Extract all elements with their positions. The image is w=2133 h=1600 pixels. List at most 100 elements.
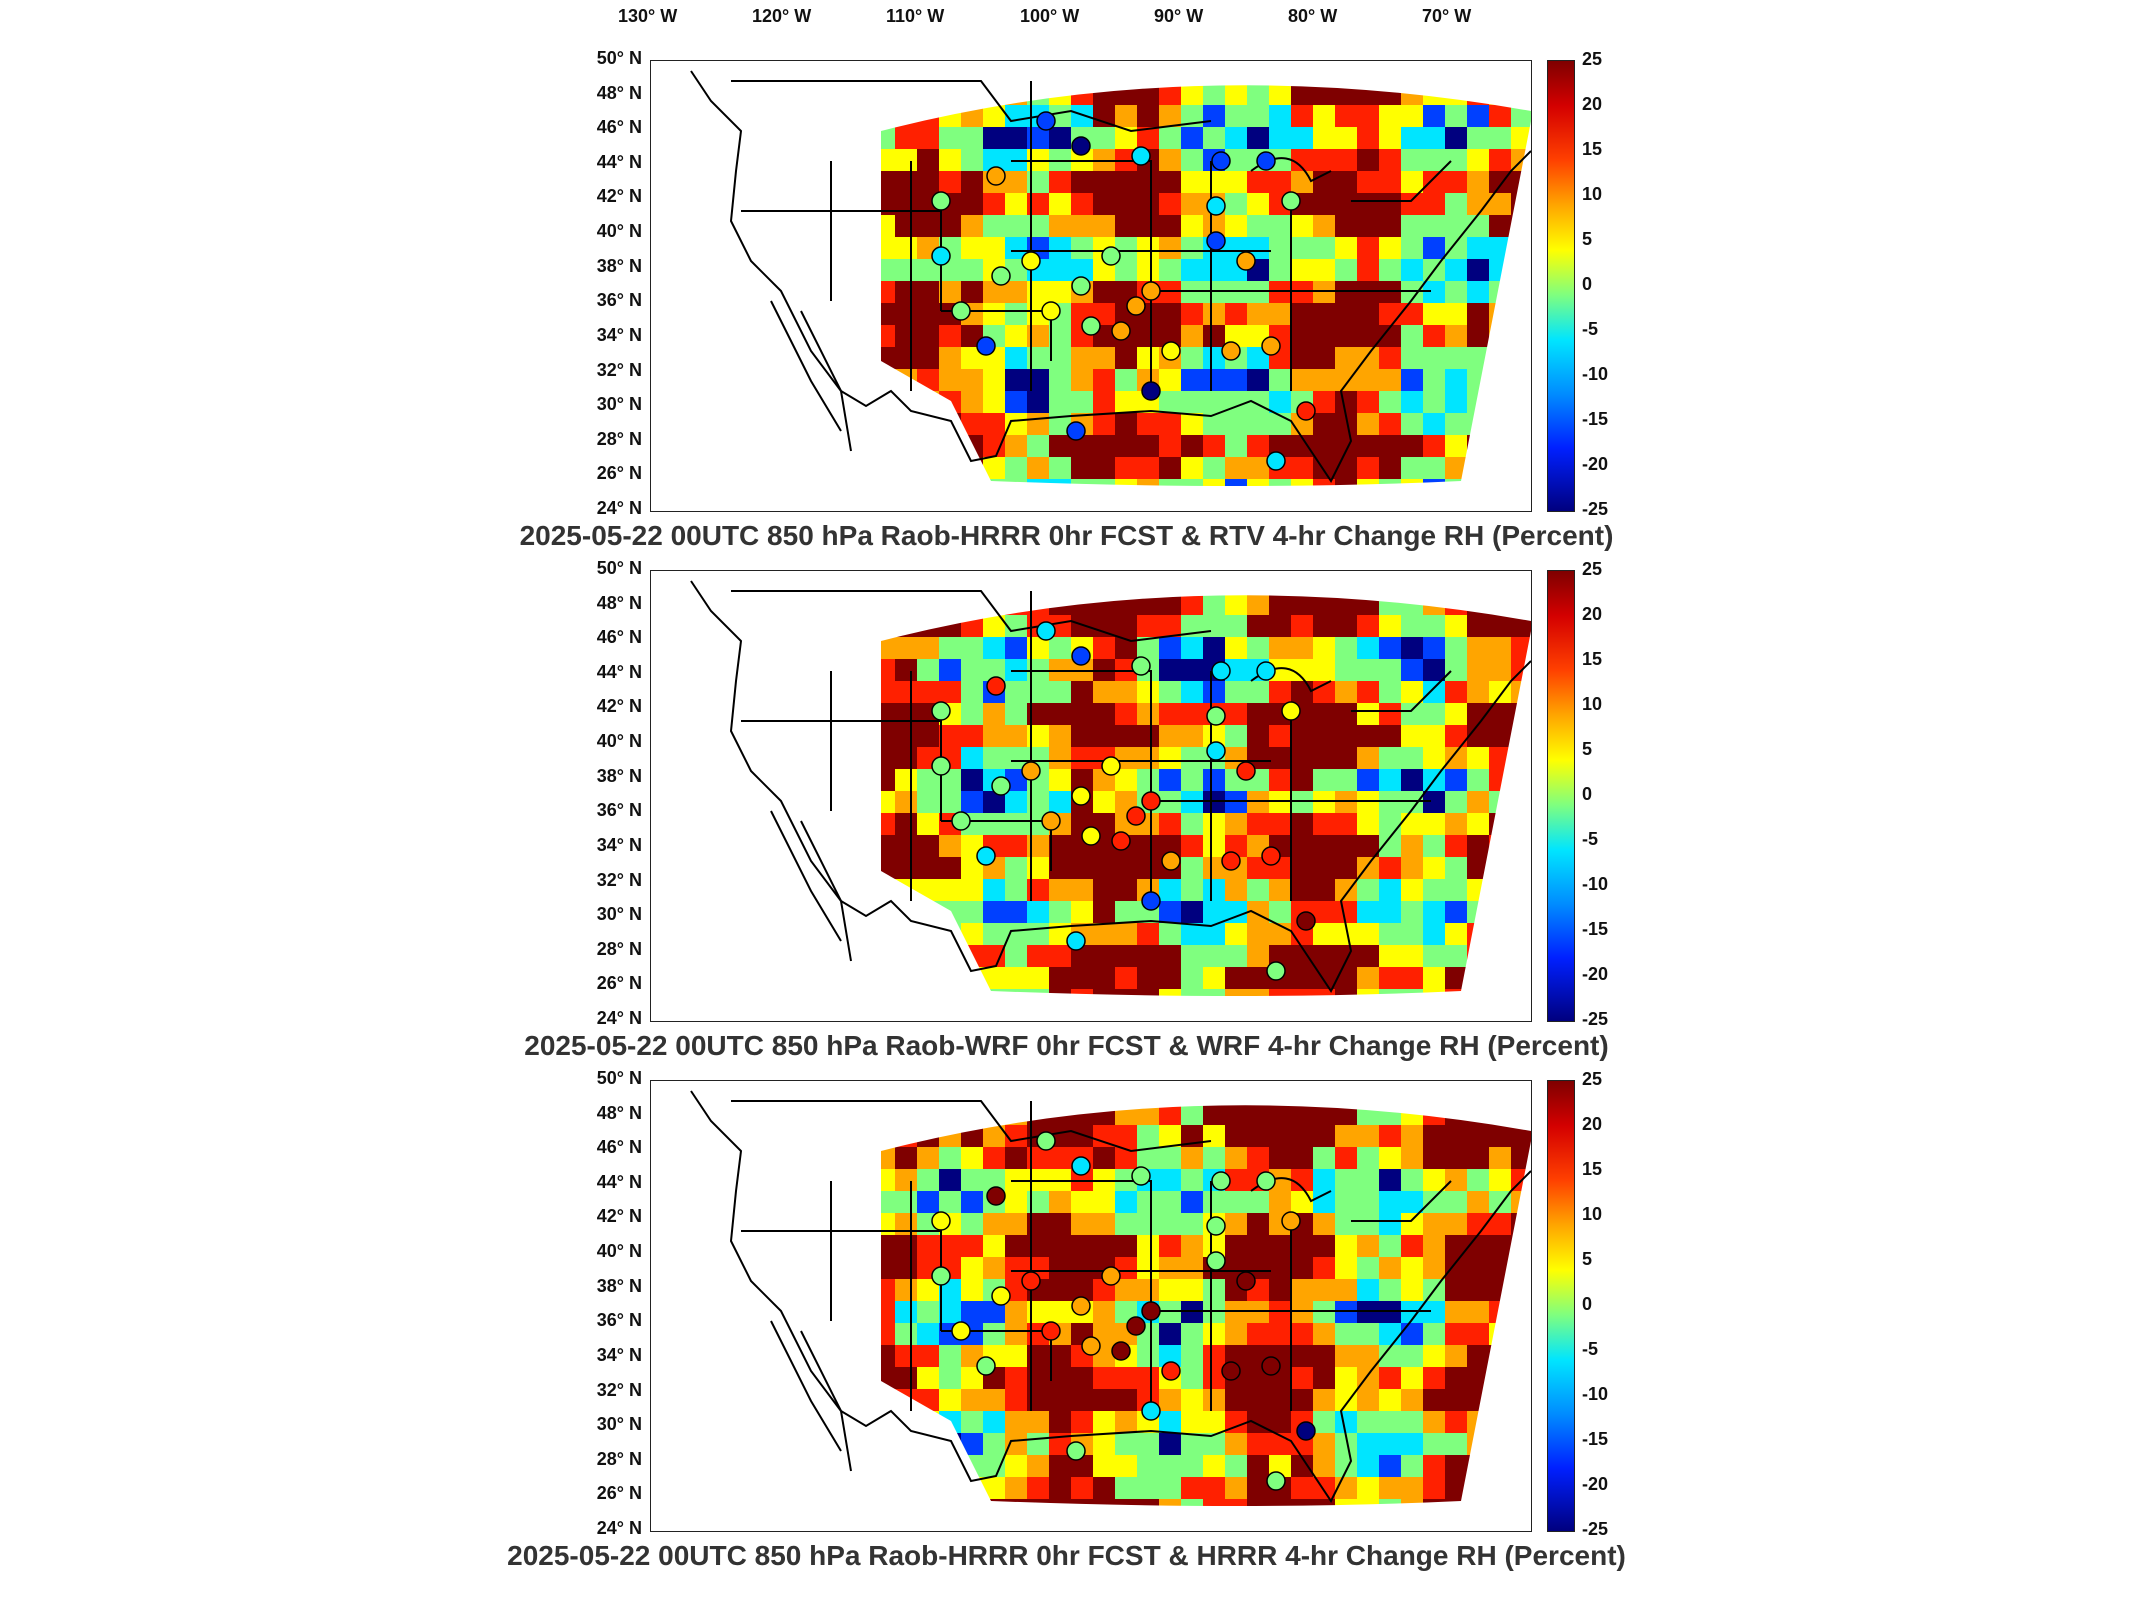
field-cell [939, 61, 961, 83]
field-cell [1313, 595, 1335, 615]
field-cell [1137, 1011, 1159, 1021]
field-cell [1313, 725, 1335, 747]
field-cell [1005, 1213, 1027, 1235]
field-cell [851, 1345, 873, 1367]
field-cell [1291, 347, 1313, 369]
field-cell [1159, 1477, 1181, 1499]
field-cell [983, 1521, 1005, 1531]
field-cell [1489, 659, 1511, 681]
field-cell [1049, 945, 1071, 967]
field-cell [917, 1011, 939, 1021]
field-cell [1071, 681, 1093, 703]
field-cell [1203, 1125, 1225, 1147]
field-cell [961, 259, 983, 281]
field-cell [1115, 215, 1137, 237]
field-cell [1445, 1345, 1467, 1367]
boundary-line [800, 1330, 852, 1472]
field-cell [895, 1147, 917, 1169]
raob-station-marker [1266, 1471, 1286, 1491]
field-cell [983, 747, 1005, 769]
field-cell [1071, 1011, 1093, 1021]
field-cell [961, 281, 983, 303]
raob-station-marker [931, 246, 951, 266]
colorbar-tick-label: -10 [1582, 364, 1609, 384]
field-cell [1489, 967, 1511, 989]
field-cell [881, 813, 895, 835]
field-cell [1379, 945, 1401, 967]
field-cell [1115, 1011, 1137, 1021]
field-cell [895, 747, 917, 769]
field-cell [1137, 769, 1159, 791]
field-cell [1203, 127, 1225, 149]
field-cell [1115, 1279, 1137, 1301]
field-cell [1357, 769, 1379, 791]
field-cell [939, 1191, 961, 1213]
field-cell [1225, 127, 1247, 149]
field-cell [1071, 1213, 1093, 1235]
field-cell [851, 1257, 873, 1279]
field-cell [1159, 747, 1181, 769]
field-cell [1401, 85, 1423, 105]
field-cell [851, 1125, 873, 1147]
field-cell [1005, 457, 1027, 479]
latitude-label: 46° N [596, 117, 642, 138]
field-cell [895, 1279, 917, 1301]
field-cell [1291, 127, 1313, 149]
field-cell [895, 1169, 917, 1191]
field-cell [881, 659, 895, 681]
field-cell [1401, 171, 1423, 193]
field-cell [917, 369, 939, 391]
field-cell [1049, 259, 1071, 281]
field-cell [939, 281, 961, 303]
colorbar-tick-label: -5 [1582, 829, 1599, 849]
field-cell [939, 215, 961, 237]
field-cell [1379, 325, 1401, 347]
field-cell [1357, 171, 1379, 193]
field-cell [1027, 923, 1049, 945]
field-cell [1445, 1191, 1467, 1213]
raob-station-marker [1206, 196, 1226, 216]
field-cell [1511, 1213, 1531, 1235]
field-cell [961, 1105, 983, 1125]
field-cell [851, 1411, 873, 1433]
field-cell [1313, 1235, 1335, 1257]
field-cell [1269, 879, 1291, 901]
field-cell [1467, 1477, 1489, 1499]
field-cell [1159, 171, 1181, 193]
field-cell [1357, 259, 1379, 281]
field-cell [895, 1477, 917, 1499]
field-cell [1027, 835, 1049, 857]
field-cell [1225, 901, 1247, 923]
field-cell [1313, 659, 1335, 681]
field-cell [1489, 769, 1511, 791]
field-cell [851, 259, 873, 281]
field-cell [895, 237, 917, 259]
field-cell [1401, 571, 1423, 593]
field-cell [1049, 391, 1071, 413]
field-cell [1313, 1011, 1335, 1021]
field-cell [1181, 215, 1203, 237]
field-cell [983, 149, 1005, 171]
field-cell [1049, 369, 1071, 391]
colorbar-tick-label: -20 [1582, 964, 1609, 984]
field-cell [1115, 479, 1137, 487]
field-cell [1181, 967, 1203, 989]
field-cell [1335, 1323, 1357, 1345]
field-cell [1225, 879, 1247, 901]
field-cell [1445, 1323, 1467, 1345]
field-cell [1049, 857, 1071, 879]
field-cell [851, 1191, 873, 1213]
field-cell [1379, 1191, 1401, 1213]
field-cell [1401, 615, 1423, 637]
field-cell [881, 303, 895, 325]
field-cell [895, 413, 917, 435]
field-cell [1137, 571, 1159, 593]
field-cell [851, 1433, 873, 1455]
field-cell [1005, 747, 1027, 769]
field-cell [895, 85, 917, 105]
field-cell [1335, 1521, 1357, 1531]
field-cell [1489, 1213, 1511, 1235]
latitude-label: 40° N [596, 1241, 642, 1262]
field-cell [1467, 637, 1489, 659]
field-cell [1423, 945, 1445, 967]
